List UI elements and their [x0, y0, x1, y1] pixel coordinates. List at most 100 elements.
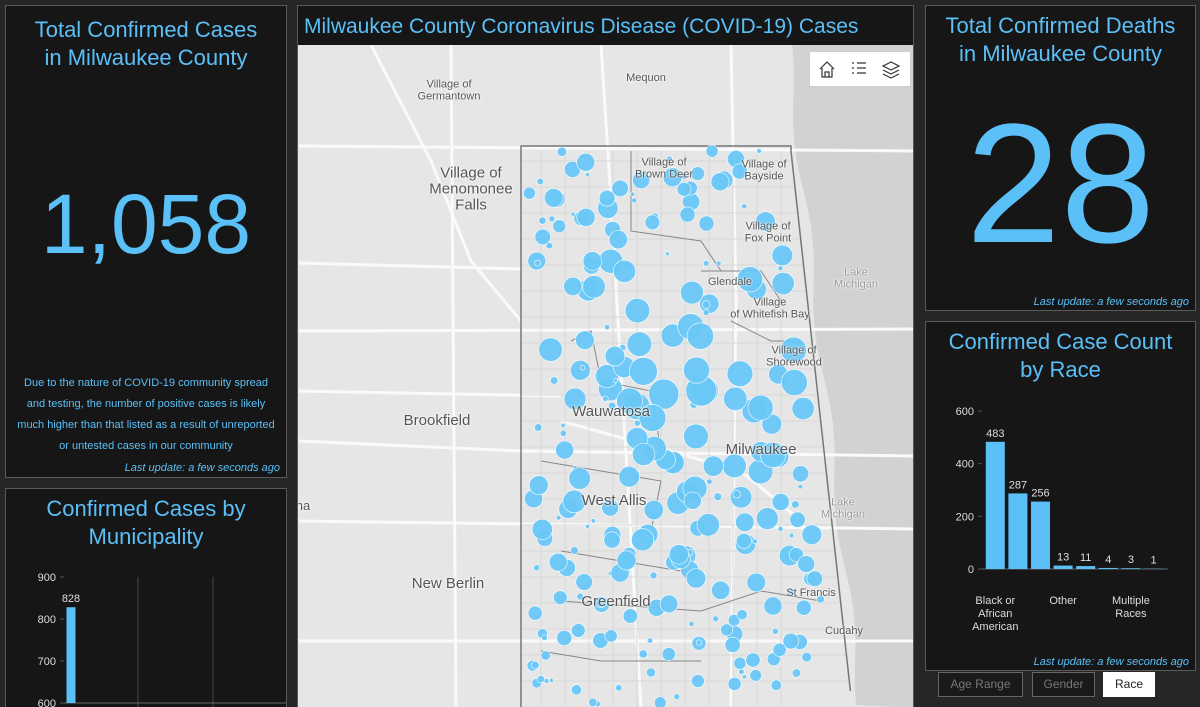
case-symbol	[683, 491, 702, 510]
case-symbol	[763, 596, 783, 616]
case-symbol	[741, 203, 748, 210]
case-symbol	[666, 155, 673, 163]
case-symbol	[702, 300, 711, 309]
case-symbol	[691, 674, 705, 688]
case-symbol	[702, 260, 710, 267]
case-symbol	[752, 538, 758, 545]
case-symbol	[570, 211, 576, 217]
note: Due to the nature of COVID-19 community …	[17, 377, 275, 452]
value-label: 828	[62, 593, 80, 605]
bar	[1053, 565, 1073, 569]
tab[interactable]: Age Range	[938, 672, 1023, 697]
case-symbol	[770, 679, 782, 691]
case-symbol	[563, 387, 587, 411]
case-symbol	[791, 500, 800, 509]
case-symbol	[607, 401, 617, 410]
case-symbol	[733, 656, 747, 670]
case-symbol	[571, 623, 586, 638]
case-symbol	[638, 404, 667, 432]
case-symbol	[710, 172, 730, 192]
case-symbol	[723, 386, 748, 412]
case-symbol	[646, 637, 654, 644]
case-symbol	[550, 376, 559, 385]
total-cases: 1,058	[40, 177, 252, 271]
case-symbol	[615, 684, 623, 692]
case-symbol	[724, 636, 741, 653]
map-label: Greenfield	[581, 593, 651, 611]
map-label: Village of Bayside	[741, 158, 787, 182]
case-symbol	[588, 697, 598, 707]
case-symbol	[616, 550, 637, 571]
case-symbol	[601, 498, 619, 517]
case-symbol	[538, 337, 563, 362]
case-symbol	[806, 570, 823, 587]
case-symbol	[661, 647, 676, 662]
case-symbol	[648, 378, 680, 410]
y-tick-label: 800	[38, 614, 56, 626]
case-symbol	[536, 675, 545, 684]
municipality-panel: Confirmed Cases by Municipality 600 700 80…	[5, 488, 287, 707]
case-symbol	[632, 442, 656, 466]
case-symbol	[698, 215, 715, 232]
case-symbol	[780, 336, 807, 364]
case-symbol	[622, 608, 638, 624]
last-update: Last update: a few seconds ago	[124, 462, 280, 474]
home-button[interactable]	[819, 61, 835, 78]
case-symbol	[585, 172, 590, 177]
case-symbol	[582, 275, 606, 299]
map-label: New Berlin	[411, 575, 485, 593]
value-label: 1	[1150, 555, 1156, 567]
case-symbol	[797, 555, 816, 573]
case-symbol	[543, 188, 564, 208]
y-tick-label: 600	[956, 406, 974, 418]
map-label: Glendale	[707, 276, 753, 289]
case-symbol	[604, 345, 626, 367]
tab[interactable]: Gender	[1032, 672, 1095, 697]
case-symbol	[673, 693, 681, 700]
case-symbol	[771, 272, 795, 296]
case-symbol	[756, 507, 779, 530]
case-symbol	[816, 595, 825, 604]
case-symbol	[665, 251, 670, 257]
case-symbol	[570, 546, 579, 555]
case-symbol	[668, 544, 690, 565]
y-tick-label: 0	[968, 564, 974, 576]
case-symbol	[576, 207, 596, 227]
case-symbol	[771, 493, 790, 511]
case-symbol	[711, 580, 731, 600]
map-label: Village of Whitefish Bay	[730, 296, 810, 320]
case-symbol	[562, 489, 586, 514]
case-symbol	[659, 594, 679, 614]
case-symbol	[534, 259, 541, 267]
last-update: Last update: a few seconds ago	[1033, 656, 1189, 668]
case-symbol	[795, 599, 812, 616]
bar	[1098, 567, 1118, 569]
value-label: 13	[1057, 552, 1069, 564]
map-label: Village of Menomonee Falls	[429, 164, 513, 213]
case-symbol	[777, 265, 784, 272]
value-label: 11	[1080, 552, 1091, 564]
map-label: Wauwatosa	[572, 403, 650, 421]
case-symbol	[540, 650, 551, 661]
case-symbol	[576, 152, 596, 172]
case-symbol	[643, 499, 664, 520]
race-panel: Confirmed Case Count by Race Last update…	[925, 321, 1196, 671]
layers-button[interactable]	[881, 61, 901, 79]
bar	[1031, 501, 1050, 569]
case-symbol	[683, 356, 710, 384]
y-tick-label: 700	[38, 656, 56, 668]
tab[interactable]: Race	[1103, 672, 1155, 697]
legend-button[interactable]	[852, 62, 866, 74]
case-symbol	[741, 674, 747, 680]
case-symbol	[568, 467, 591, 490]
case-symbol	[594, 596, 607, 608]
case-symbol	[680, 280, 704, 305]
case-symbol	[548, 215, 556, 223]
case-symbol	[727, 676, 742, 691]
value-label: 3	[1128, 554, 1134, 566]
panel-title: Total Confirmed Cases in Milwaukee Count…	[34, 17, 258, 70]
case-symbol	[676, 181, 692, 197]
case-symbol	[555, 440, 575, 460]
case-symbol	[705, 144, 719, 158]
total-deaths: 28	[965, 89, 1156, 279]
